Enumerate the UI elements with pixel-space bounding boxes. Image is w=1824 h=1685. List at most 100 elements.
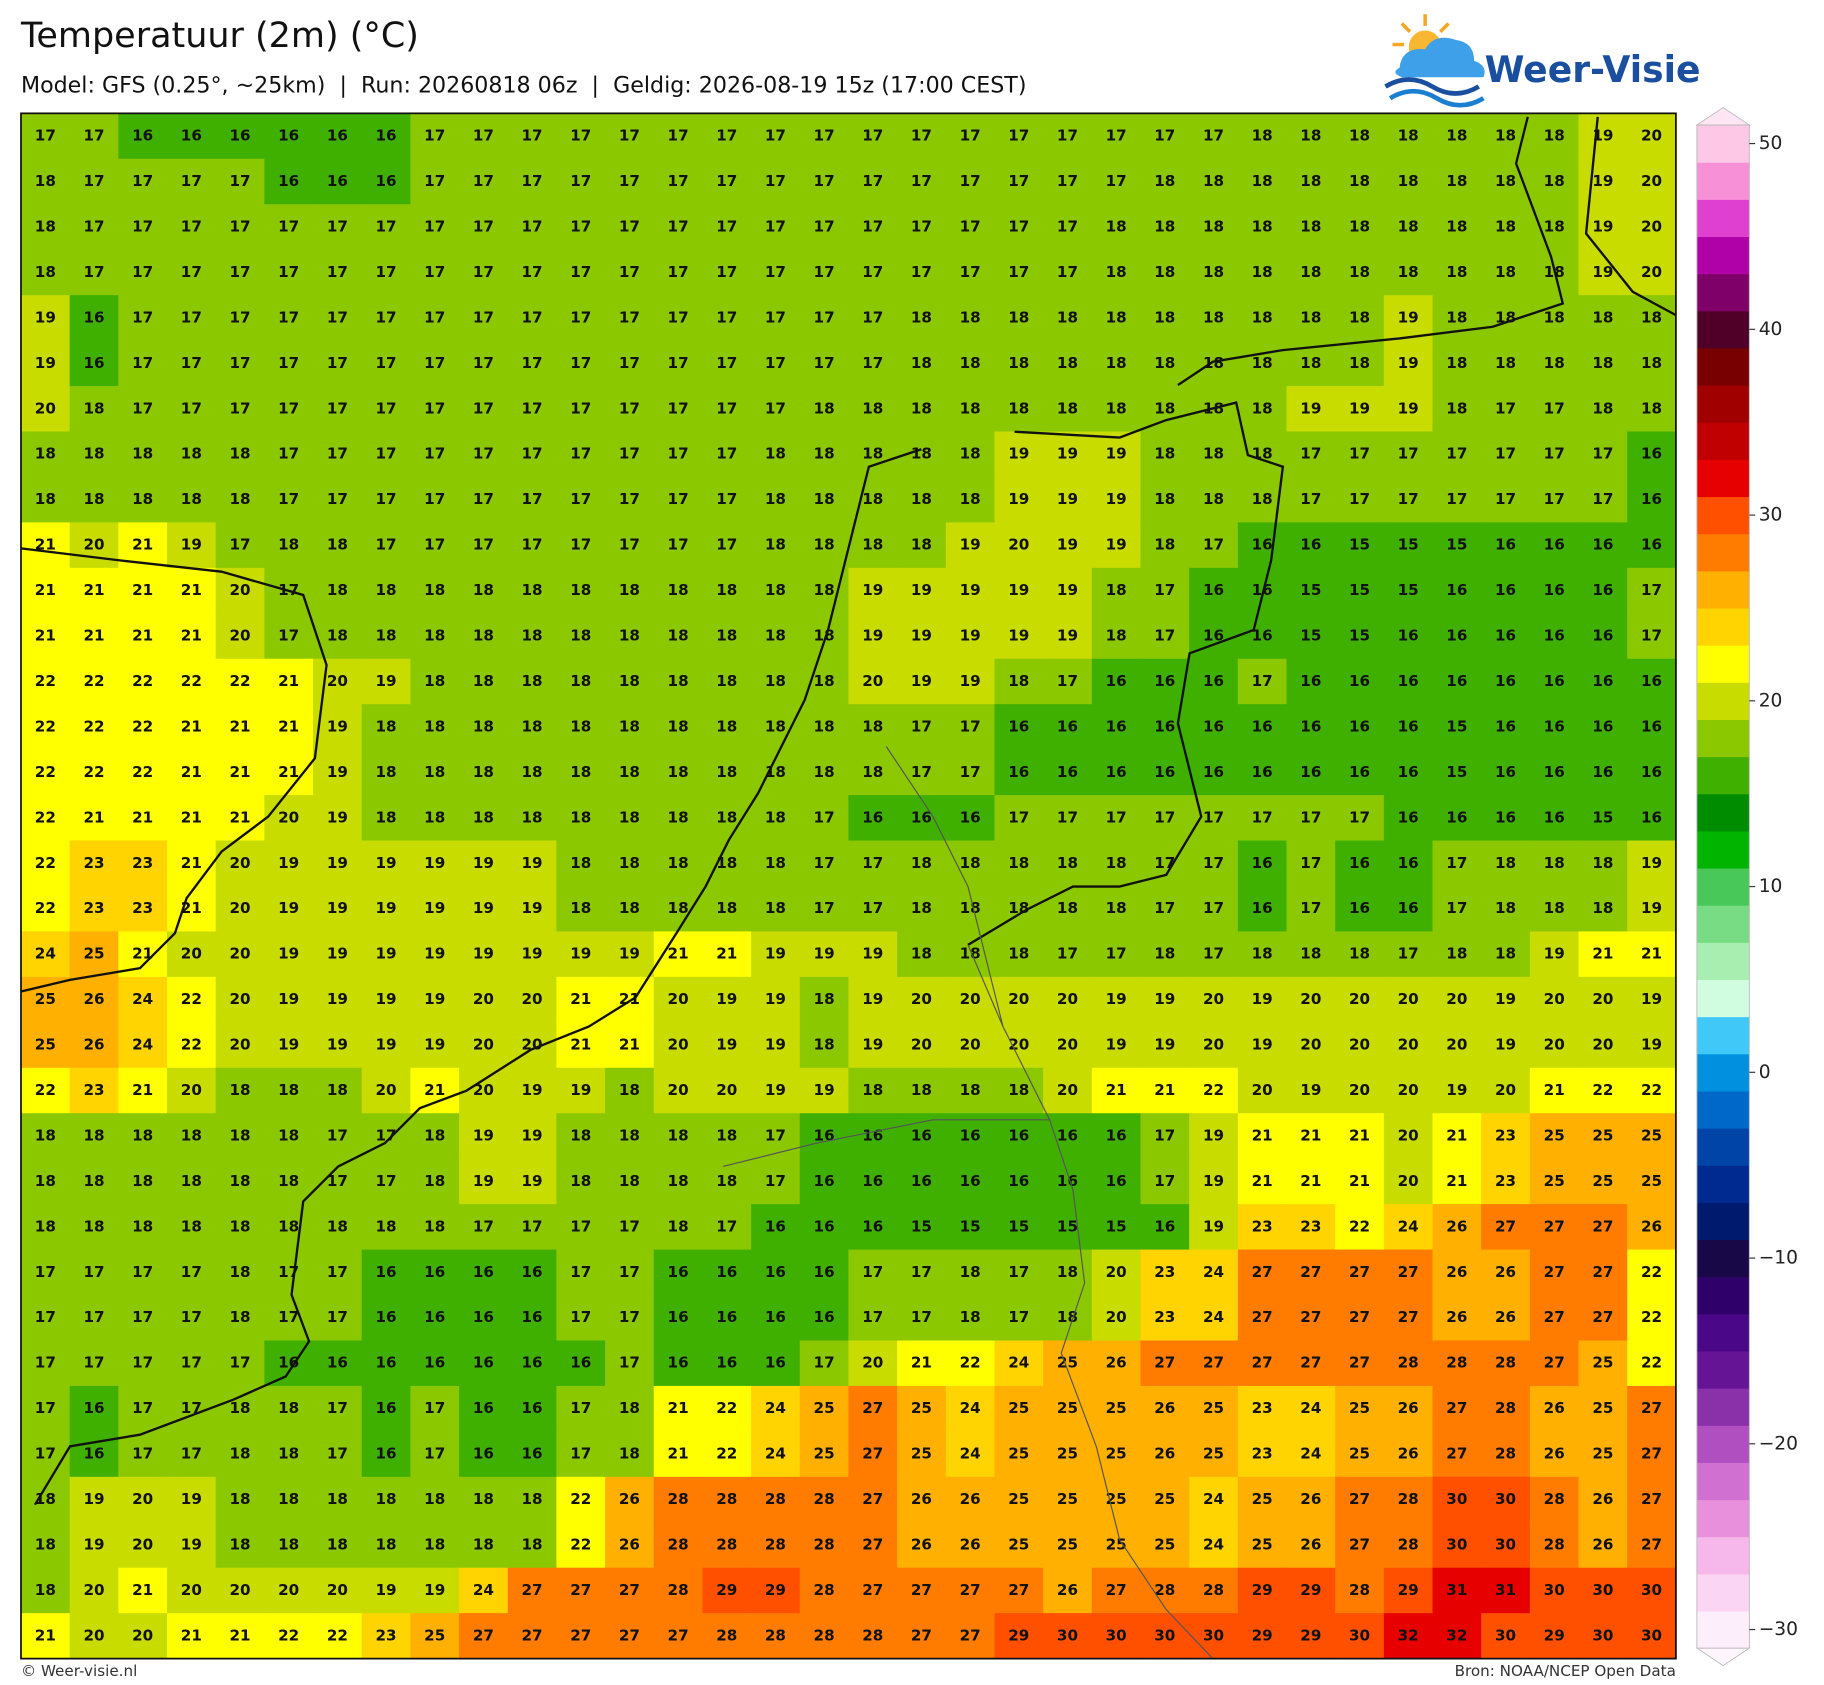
temperature-cell <box>1383 1249 1434 1296</box>
temperature-cell <box>313 567 363 614</box>
temperature-label: 18 <box>424 1217 445 1235</box>
temperature-label: 30 <box>1057 1626 1078 1644</box>
temperature-label: 20 <box>862 672 883 690</box>
temperature-label: 27 <box>522 1626 543 1644</box>
temperature-label: 15 <box>1349 581 1370 599</box>
temperature-cell <box>848 1158 898 1205</box>
temperature-cell <box>1140 1295 1190 1342</box>
temperature-cell <box>459 1522 509 1569</box>
temperature-cell <box>167 1340 217 1387</box>
temperature-label: 20 <box>1544 1036 1565 1054</box>
temperature-label: 20 <box>960 1036 981 1054</box>
temperature-cell <box>1529 1158 1580 1205</box>
temperature-cell <box>1383 431 1434 478</box>
temperature-label: 16 <box>375 1308 396 1326</box>
temperature-label: 25 <box>1252 1535 1273 1553</box>
temperature-cell <box>799 976 850 1024</box>
temperature-cell <box>605 476 655 524</box>
temperature-label: 21 <box>278 717 299 735</box>
temperature-cell <box>507 885 558 933</box>
temperature-cell <box>1335 1113 1385 1160</box>
temperature-label: 16 <box>1057 717 1078 735</box>
temperature-label: 16 <box>1592 536 1613 554</box>
temperature-cell <box>1043 658 1093 705</box>
temperature-label: 18 <box>911 854 932 872</box>
temperature-cell <box>556 1158 606 1205</box>
temperature-label: 17 <box>668 536 689 554</box>
temperature-label: 22 <box>132 763 153 781</box>
temperature-label: 25 <box>1592 1354 1613 1372</box>
temperature-cell <box>1627 1022 1677 1069</box>
temperature-cell <box>167 1249 217 1296</box>
temperature-cell <box>20 1613 71 1660</box>
temperature-label: 25 <box>1592 1445 1613 1463</box>
temperature-label: 21 <box>181 1626 202 1644</box>
temperature-label: 16 <box>765 1217 786 1235</box>
temperature-cell <box>459 1340 509 1387</box>
temperature-label: 28 <box>1544 1490 1565 1508</box>
temperature-cell <box>69 340 120 387</box>
temperature-label: 18 <box>1106 854 1127 872</box>
temperature-cell <box>1286 795 1336 842</box>
temperature-label: 17 <box>473 217 494 235</box>
temperature-label: 22 <box>278 1626 299 1644</box>
temperature-label: 17 <box>814 808 835 826</box>
temperature-label: 16 <box>1544 536 1565 554</box>
temperature-label: 19 <box>1592 127 1613 145</box>
temperature-cell <box>215 1067 266 1114</box>
temperature-label: 17 <box>1057 172 1078 190</box>
temperature-cell <box>556 295 606 342</box>
temperature-label: 16 <box>1641 717 1662 735</box>
temperature-label: 17 <box>522 445 543 463</box>
temperature-cell <box>702 1204 752 1251</box>
temperature-label: 18 <box>1106 899 1127 917</box>
temperature-label: 18 <box>278 1535 299 1553</box>
temperature-cell <box>751 158 801 205</box>
temperature-cell <box>459 1567 509 1614</box>
temperature-label: 21 <box>1544 1081 1565 1099</box>
temperature-cell <box>1140 931 1190 978</box>
temperature-cell <box>1140 567 1190 614</box>
temperature-cell <box>994 249 1044 296</box>
temperature-cell <box>313 1022 363 1069</box>
temperature-label: 16 <box>1398 717 1419 735</box>
temperature-label: 26 <box>1300 1490 1321 1508</box>
temperature-cell <box>605 613 655 660</box>
temperature-label: 17 <box>83 127 104 145</box>
temperature-cell <box>848 1476 898 1523</box>
temperature-label: 18 <box>570 763 591 781</box>
temperature-cell <box>653 976 704 1024</box>
temperature-label: 17 <box>278 263 299 281</box>
temperature-cell <box>20 431 71 478</box>
temperature-cell <box>1432 795 1482 842</box>
temperature-label: 17 <box>132 354 153 372</box>
temperature-cell <box>799 704 850 751</box>
temperature-label: 16 <box>1057 1126 1078 1144</box>
temperature-cell <box>507 840 558 887</box>
temperature-cell <box>1140 976 1190 1024</box>
temperature-cell <box>264 976 314 1024</box>
temperature-label: 16 <box>716 1308 737 1326</box>
temperature-label: 17 <box>473 536 494 554</box>
temperature-cell <box>69 749 120 796</box>
temperature-label: 18 <box>1349 354 1370 372</box>
temperature-label: 20 <box>83 1626 104 1644</box>
temperature-label: 18 <box>327 536 348 554</box>
temperature-label: 17 <box>1398 445 1419 463</box>
temperature-cell <box>1529 840 1580 887</box>
temperature-label: 20 <box>1398 1126 1419 1144</box>
temperature-label: 26 <box>911 1535 932 1553</box>
temperature-cell <box>702 1295 752 1342</box>
colorbar-tick-label: 40 <box>1759 319 1783 340</box>
temperature-label: 17 <box>473 172 494 190</box>
temperature-cell <box>702 749 752 796</box>
temperature-label: 17 <box>375 445 396 463</box>
temperature-label: 18 <box>35 1126 56 1144</box>
temperature-cell <box>410 1431 460 1478</box>
temperature-cell <box>1481 1340 1531 1387</box>
temperature-cell <box>1627 204 1677 251</box>
temperature-label: 17 <box>619 1354 640 1372</box>
temperature-cell <box>1237 522 1288 569</box>
temperature-cell <box>848 1613 898 1660</box>
temperature-label: 28 <box>1154 1581 1175 1599</box>
